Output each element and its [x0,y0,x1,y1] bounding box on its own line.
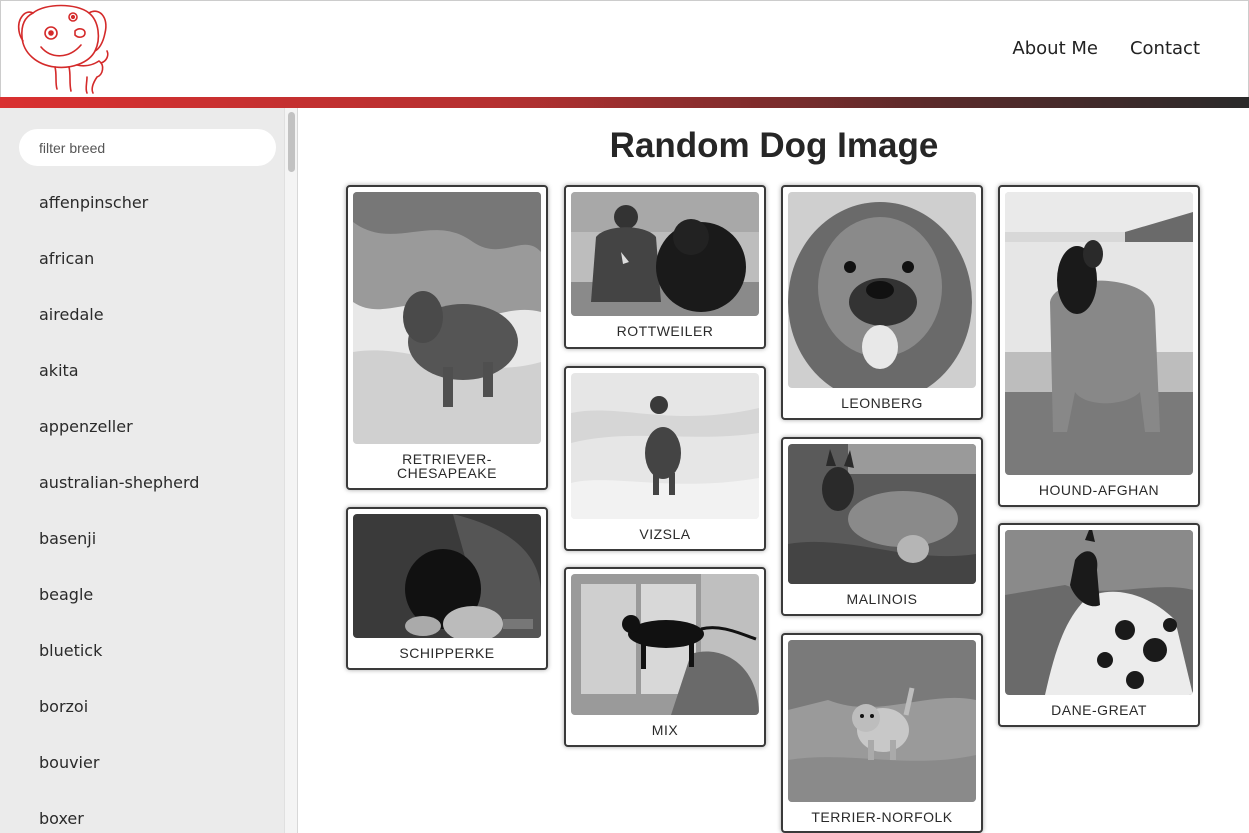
breed-item-african[interactable]: african [39,249,95,268]
dog-photo [571,574,759,715]
dog-photo [353,514,541,638]
breed-item-affenpinscher[interactable]: affenpinscher [39,193,149,212]
dog-card-caption: MALINOIS [846,591,918,607]
nav-contact[interactable]: Contact [1129,38,1200,59]
breed-item-australian-shepherd[interactable]: australian-shepherd [39,473,200,492]
dog-photo [1005,192,1193,475]
dog-card-caption: SCHIPPERKE [399,645,495,661]
top-nav: About Me Contact [1012,38,1200,59]
filter-breed-input[interactable] [19,129,276,166]
dog-photo [353,192,541,444]
site-header: About Me Contact [0,0,1249,97]
dog-card-vizsla[interactable]: VIZSLA [564,366,766,551]
dog-photo [1005,530,1193,695]
dog-card-schipperke[interactable]: SCHIPPERKE [346,507,548,670]
dog-card-caption: ROTTWEILER [616,323,714,339]
header-accent-bar [0,97,1249,108]
dog-photo [788,444,976,584]
dog-card-hound-afghan[interactable]: HOUND-AFGHAN [998,185,1200,507]
main-content: Random Dog Image RETRIEVER-CHESAPEAKE [299,108,1249,833]
dog-card-retriever-chesapeake[interactable]: RETRIEVER-CHESAPEAKE [346,185,548,490]
dog-card-caption: MIX [651,722,679,738]
sidebar-scrollbar-thumb[interactable] [288,112,295,172]
dog-card-caption: VIZSLA [639,526,691,542]
breed-item-bouvier[interactable]: bouvier [39,753,100,772]
dog-card-caption: RETRIEVER-CHESAPEAKE [397,451,497,481]
dog-logo-icon[interactable] [15,3,110,95]
dog-card-caption: HOUND-AFGHAN [1038,482,1160,498]
dog-card-dane-great[interactable]: DANE-GREAT [998,523,1200,727]
dog-photo [571,373,759,519]
breed-item-appenzeller[interactable]: appenzeller [39,417,133,436]
dog-card-caption: DANE-GREAT [1051,702,1147,718]
breed-item-akita[interactable]: akita [39,361,79,380]
dog-card-mix[interactable]: MIX [564,567,766,747]
dog-card-malinois[interactable]: MALINOIS [781,437,983,616]
breed-item-airedale[interactable]: airedale [39,305,104,324]
breed-item-bluetick[interactable]: bluetick [39,641,103,660]
breed-sidebar: affenpinscher african airedale akita app… [0,108,298,833]
nav-about-me[interactable]: About Me [1012,38,1098,59]
breed-item-borzoi[interactable]: borzoi [39,697,89,716]
dog-card-caption: LEONBERG [841,395,923,411]
dog-card-leonberg[interactable]: LEONBERG [781,185,983,420]
breed-item-beagle[interactable]: beagle [39,585,94,604]
page-title: Random Dog Image [609,126,939,165]
dog-card-terrier-norfolk[interactable]: TERRIER-NORFOLK [781,633,983,833]
sidebar-scrollbar-track[interactable] [284,108,297,833]
dog-photo [788,640,976,802]
breed-item-basenji[interactable]: basenji [39,529,97,548]
breed-list: affenpinscher african airedale akita app… [0,175,284,833]
dog-card-rottweiler[interactable]: ROTTWEILER [564,185,766,349]
dog-photo [571,192,759,316]
breed-item-boxer[interactable]: boxer [39,809,84,828]
dog-photo [788,192,976,388]
dog-card-caption: TERRIER-NORFOLK [811,809,953,825]
